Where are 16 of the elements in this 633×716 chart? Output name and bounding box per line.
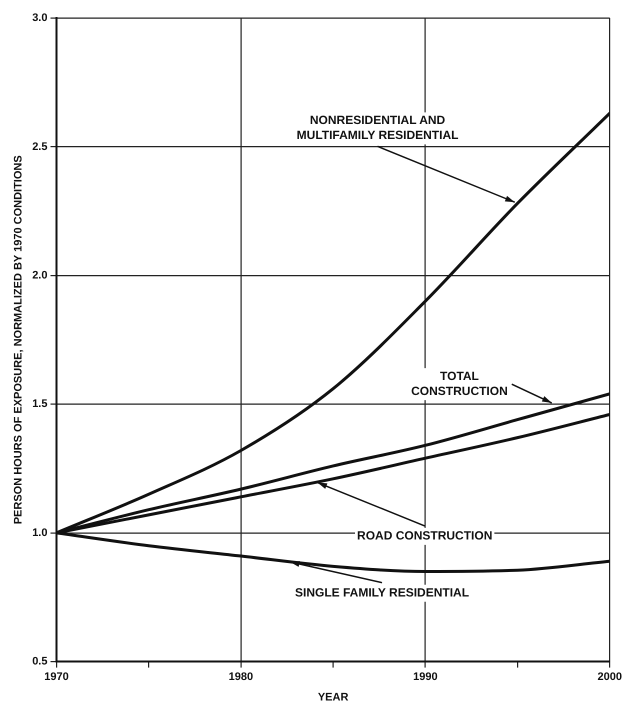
x-tick-label: 1970 [44, 671, 69, 684]
y-tick-label: 2.5 [32, 140, 48, 153]
y-tick-label: 1.0 [32, 526, 48, 539]
x-tick-label: 2000 [598, 671, 622, 684]
x-tick-label: 1990 [413, 671, 438, 684]
annotation: ROAD CONSTRUCTION [357, 528, 492, 543]
x-tick-label: 1980 [228, 671, 254, 684]
annotation: TOTAL CONSTRUCTION [411, 368, 508, 398]
y-tick-label: 3.0 [32, 12, 48, 24]
y-tick-label: 1.5 [32, 398, 48, 410]
annotation: SINGLE FAMILY RESIDENTIAL [295, 586, 470, 600]
y-tick-label: 0.5 [32, 656, 48, 668]
x-axis-title: YEAR [318, 691, 348, 704]
annotation: NONRESIDENTIAL AND MULTIFAMILY RESIDENTIAL [296, 113, 458, 142]
y-tick-label: 2.0 [32, 269, 48, 282]
y-axis-title: PERSON HOURS OF EXPOSURE, NORMALIZED BY 1970 CONDITIONS [12, 155, 25, 524]
